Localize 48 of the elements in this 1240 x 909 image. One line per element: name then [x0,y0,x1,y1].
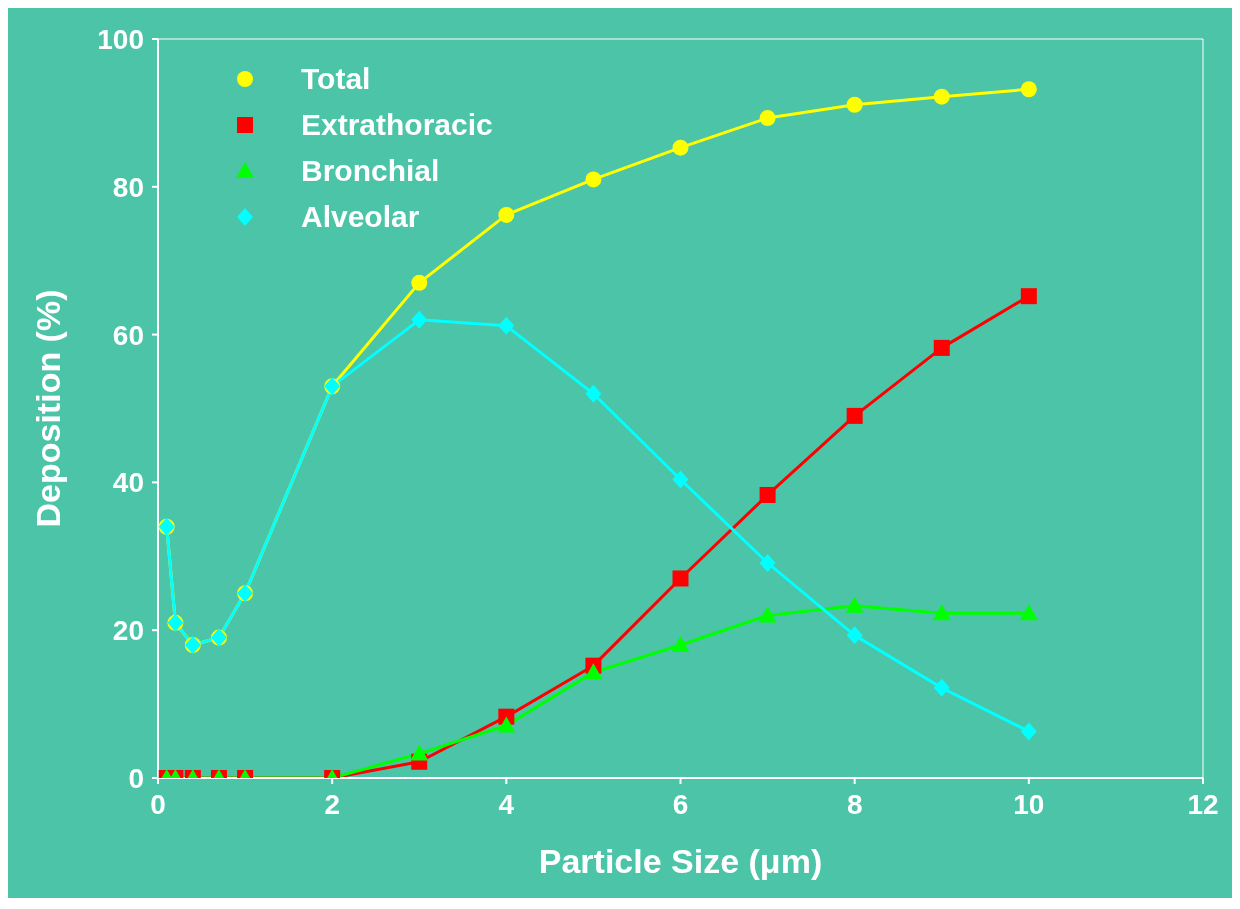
point [1020,722,1037,741]
y-tick-label: 0 [128,762,144,794]
y-axis-title: Deposition (%) [29,289,68,528]
point [759,486,776,503]
point [933,678,950,697]
point [410,744,429,761]
point [585,384,602,403]
point [672,570,689,587]
x-axis-title: Particle Size (μm) [538,842,823,880]
y-tick-label: 20 [112,615,144,647]
legend-label: Bronchial [301,154,440,188]
y-tick-label: 60 [112,319,144,351]
point [671,635,690,652]
legend-label: Alveolar [301,200,420,234]
point [585,171,602,188]
x-tick-label: 6 [672,788,689,820]
legend-label: Extrathoracic [301,108,493,142]
y-tick-label: 40 [112,467,144,499]
point [1019,604,1038,621]
point [846,96,863,113]
point [759,553,776,572]
x-tick-label: 12 [1187,788,1219,820]
point [498,206,515,223]
x-tick-label: 4 [498,788,515,820]
point [1020,288,1037,305]
point [933,339,950,356]
y-tick-label: 100 [97,23,144,55]
legend-label: Total [301,62,371,96]
point [932,604,951,621]
x-tick-label: 8 [846,788,863,820]
point [1020,81,1037,98]
x-tick-label: 10 [1013,788,1045,820]
point [497,716,516,733]
point [759,110,776,127]
x-tick-label: 2 [324,788,340,820]
point [758,606,777,623]
point [498,316,515,335]
x-tick-label: 0 [150,788,166,820]
point [933,88,950,105]
point [672,139,689,156]
point [584,663,603,680]
point [411,310,428,329]
point [845,596,864,613]
point [846,407,863,424]
point [411,274,428,291]
point [846,626,863,645]
y-tick-label: 80 [112,171,144,203]
point [672,470,689,489]
